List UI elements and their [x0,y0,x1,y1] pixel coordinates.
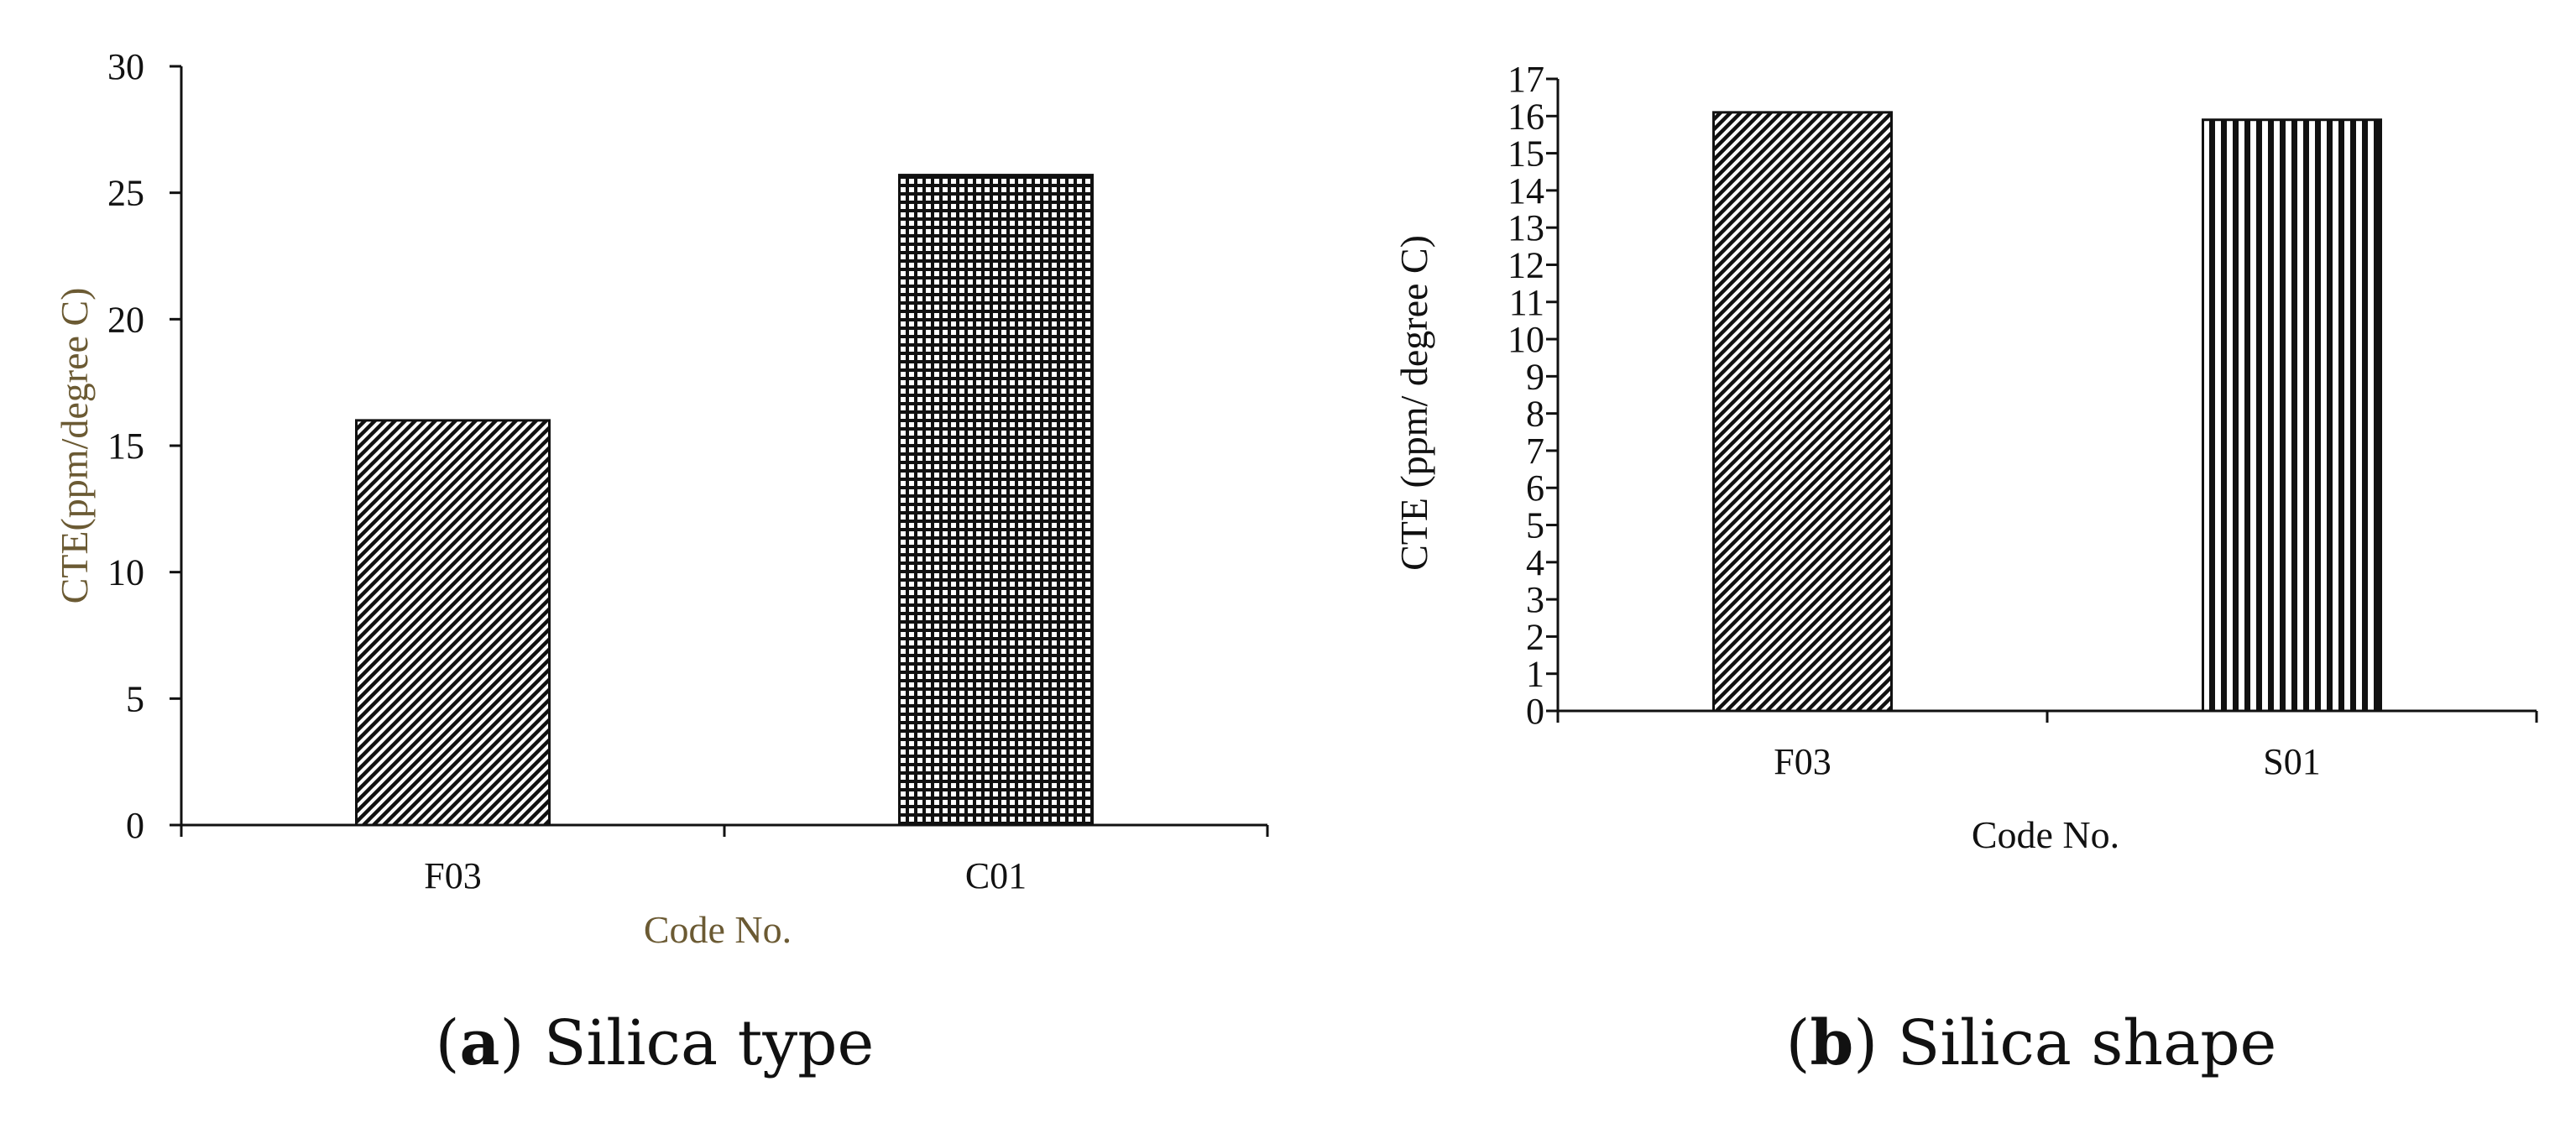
chart-a-x-tick-labels: F03 C01 [424,855,1027,896]
x-tick-label: C01 [965,855,1027,896]
y-tick-label: 5 [1526,505,1544,546]
chart-b-x-tick-labels: F03 S01 [1774,741,2320,782]
chart-a-x-ticks [180,825,1269,837]
y-tick-label: 9 [1526,356,1544,397]
chart-a-y-axis-title: CTE(ppm/degree C) [53,288,96,604]
chart-b-y-axis-title: CTE (ppm/ degree C) [1393,235,1435,571]
chart-b-gridless-axes [1556,79,2537,713]
chart-a-bars [355,174,1094,827]
y-tick-label: 11 [1509,282,1544,323]
y-tick-label: 10 [1507,319,1544,360]
y-tick-label: 14 [1507,170,1544,212]
y-tick-label: 0 [126,805,144,846]
chart-b-bars [1712,111,2382,713]
y-tick-label: 0 [1526,691,1544,732]
y-tick-label: 8 [1526,394,1544,435]
chart-b-x-axis-title: Code No. [1972,813,2119,856]
y-tick-label: 30 [107,46,144,87]
bar-f03 [355,419,551,827]
chart-a-caption: (a) Silica type [436,1007,875,1079]
x-tick-label: F03 [1774,741,1831,782]
y-tick-label: 1 [1526,654,1544,695]
y-tick-label: 15 [107,426,144,467]
bar-c01 [898,174,1094,827]
y-tick-label: 4 [1526,542,1544,583]
y-tick-label: 7 [1526,431,1544,472]
y-tick-label: 25 [107,173,144,214]
y-tick-label: 17 [1507,59,1544,100]
chart-a-gridless-axes [180,66,1267,827]
chart-b-caption-letter: b [1811,1007,1854,1079]
chart-a-y-ticks: 0 5 10 15 20 25 30 [107,46,181,846]
chart-b-caption: (b) Silica shape [1786,1007,2277,1079]
chart-a-caption-text: Silica type [544,1007,875,1079]
y-tick-label: 12 [1507,244,1544,285]
y-tick-label: 5 [126,678,144,719]
y-tick-label: 10 [107,552,144,593]
chart-a-caption-letter: a [460,1007,500,1079]
y-tick-label: 2 [1526,616,1544,657]
chart-b-x-ticks [1556,711,2538,723]
x-tick-label: S01 [2263,741,2320,782]
bar-f03 [1712,111,1893,713]
chart-a-x-axis-title: Code No. [644,908,792,951]
y-tick-label: 16 [1507,96,1544,137]
y-tick-label: 20 [107,299,144,340]
chart-a: 0 5 10 15 20 25 30 F03 C01 Code No. CTE(ppm/deg… [53,46,1269,1079]
y-tick-label: 13 [1507,207,1544,248]
y-tick-label: 6 [1526,467,1544,509]
chart-b-caption-text: Silica shape [1898,1007,2277,1079]
bar-s01 [2202,118,2382,713]
y-tick-label: 3 [1526,579,1544,620]
x-tick-label: F03 [424,855,481,896]
y-tick-label: 15 [1507,133,1544,175]
